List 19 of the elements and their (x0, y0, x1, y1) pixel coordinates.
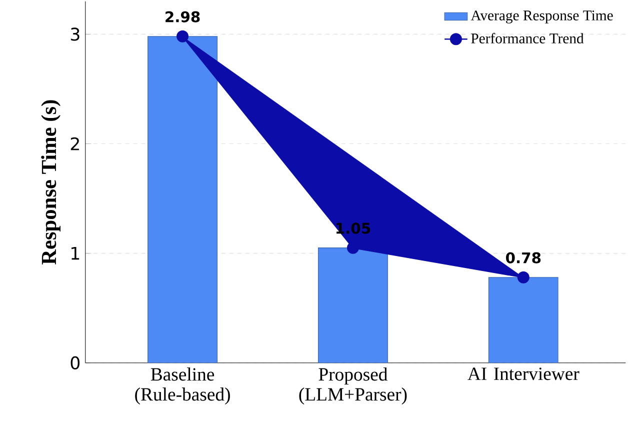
y-tick-label: 2 (70, 138, 79, 150)
y-tick-label: 3 (70, 28, 80, 41)
data-label: 2.98 (166, 11, 200, 23)
y-axis-title: Response Time (s) (41, 100, 60, 265)
x-tick-label: AI Interviewer (468, 368, 580, 380)
bar (318, 248, 388, 364)
legend-label: Average Response Time (470, 10, 613, 24)
data-label: 1.05 (336, 222, 370, 234)
x-tick-label: Proposed (LLM+Parser) (299, 368, 407, 405)
x-tick-label: Baseline (Rule-based) (135, 368, 230, 405)
bar (148, 36, 218, 364)
data-label: 0.78 (506, 252, 541, 264)
point (517, 272, 530, 284)
bar (488, 277, 558, 364)
point (176, 30, 189, 43)
legend-label: Performance Trend (471, 33, 584, 44)
y-tick-label: 0 (70, 356, 80, 370)
point (346, 242, 359, 254)
y-tick-label: 1 (72, 247, 80, 260)
